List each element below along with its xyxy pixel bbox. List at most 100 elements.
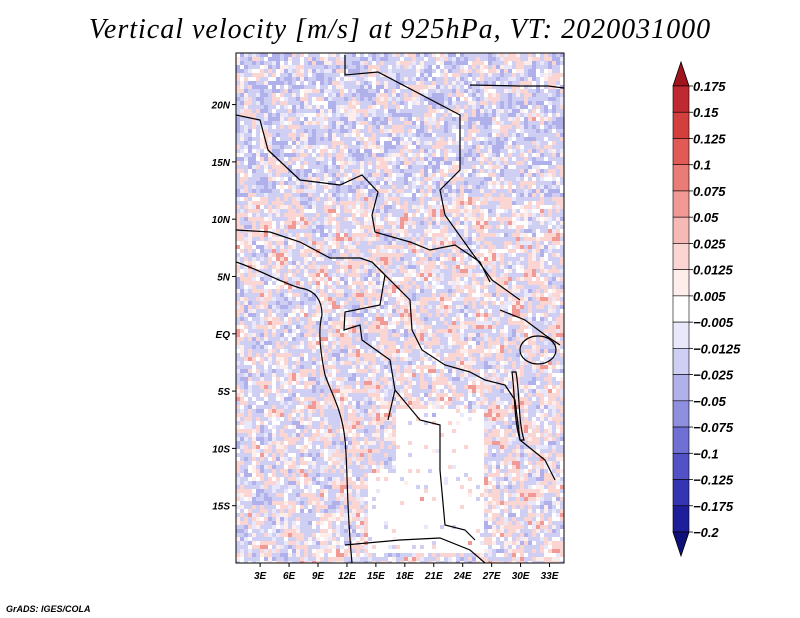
field-cell <box>240 261 244 265</box>
field-cell <box>328 153 332 157</box>
field-cell <box>368 209 372 213</box>
field-cell <box>352 237 356 241</box>
field-cell <box>524 97 528 101</box>
field-cell <box>500 281 504 285</box>
field-cell <box>436 201 440 205</box>
field-cell <box>416 97 420 101</box>
field-cell <box>392 153 396 157</box>
field-cell <box>496 121 500 125</box>
field-cell <box>316 213 320 217</box>
field-cell <box>512 101 516 105</box>
field-cell <box>496 277 500 281</box>
field-cell <box>504 309 508 313</box>
field-cell <box>332 97 336 101</box>
field-cell <box>236 93 240 97</box>
field-cell <box>300 257 304 261</box>
field-cell <box>344 297 348 301</box>
field-cell <box>248 117 252 121</box>
field-cell <box>352 73 356 77</box>
field-cell <box>428 273 432 277</box>
field-cell <box>264 301 268 305</box>
field-cell <box>496 285 500 289</box>
field-cell <box>244 213 248 217</box>
field-cell <box>340 93 344 97</box>
field-cell <box>400 273 404 277</box>
field-cell <box>428 245 432 249</box>
field-cell <box>472 165 476 169</box>
field-cell <box>424 221 428 225</box>
field-cell <box>392 181 396 185</box>
field-cell <box>556 265 560 269</box>
field-cell <box>252 161 256 165</box>
field-cell <box>540 257 544 261</box>
field-cell <box>308 57 312 61</box>
field-cell <box>436 277 440 281</box>
field-cell <box>304 189 308 193</box>
field-cell <box>400 281 404 285</box>
field-cell <box>444 85 448 89</box>
field-cell <box>312 325 316 329</box>
field-cell <box>428 197 432 201</box>
field-cell <box>396 69 400 73</box>
field-cell <box>356 73 360 77</box>
field-cell <box>392 149 396 153</box>
field-cell <box>328 229 332 233</box>
field-cell <box>560 317 564 321</box>
field-cell <box>356 257 360 261</box>
field-cell <box>280 77 284 81</box>
field-cell <box>388 209 392 213</box>
field-cell <box>412 177 416 181</box>
field-cell <box>324 157 328 161</box>
field-cell <box>352 77 356 81</box>
field-cell <box>508 57 512 61</box>
field-cell <box>348 269 352 273</box>
field-cell <box>336 133 340 137</box>
field-cell <box>376 89 380 93</box>
field-cell <box>496 201 500 205</box>
field-cell <box>480 297 484 301</box>
field-cell <box>536 181 540 185</box>
field-cell <box>292 233 296 237</box>
field-cell <box>540 213 544 217</box>
field-cell <box>504 277 508 281</box>
field-cell <box>552 289 556 293</box>
field-cell <box>236 313 240 317</box>
field-cell <box>528 109 532 113</box>
field-cell <box>512 305 516 309</box>
field-cell <box>396 65 400 69</box>
field-cell <box>372 93 376 97</box>
field-cell <box>484 277 488 281</box>
field-cell <box>560 257 564 261</box>
field-cell <box>260 141 264 145</box>
field-cell <box>540 305 544 309</box>
field-cell <box>468 161 472 165</box>
field-cell <box>524 273 528 277</box>
field-cell <box>488 69 492 73</box>
field-cell <box>388 113 392 117</box>
field-cell <box>528 317 532 321</box>
field-cell <box>300 193 304 197</box>
field-cell <box>336 73 340 77</box>
field-cell <box>412 233 416 237</box>
field-cell <box>372 241 376 245</box>
field-cell <box>488 225 492 229</box>
field-cell <box>368 145 372 149</box>
field-cell <box>556 213 560 217</box>
field-cell <box>240 145 244 149</box>
field-cell <box>532 101 536 105</box>
field-cell <box>448 137 452 141</box>
field-cell <box>420 149 424 153</box>
field-cell <box>476 177 480 181</box>
field-cell <box>444 257 448 261</box>
field-cell <box>520 285 524 289</box>
field-cell <box>520 61 524 65</box>
field-cell <box>456 149 460 153</box>
field-cell <box>312 53 316 57</box>
field-cell <box>296 133 300 137</box>
field-cell <box>468 273 472 277</box>
field-cell <box>392 189 396 193</box>
field-cell <box>560 161 564 165</box>
field-cell <box>376 125 380 129</box>
field-cell <box>500 173 504 177</box>
field-cell <box>280 249 284 253</box>
